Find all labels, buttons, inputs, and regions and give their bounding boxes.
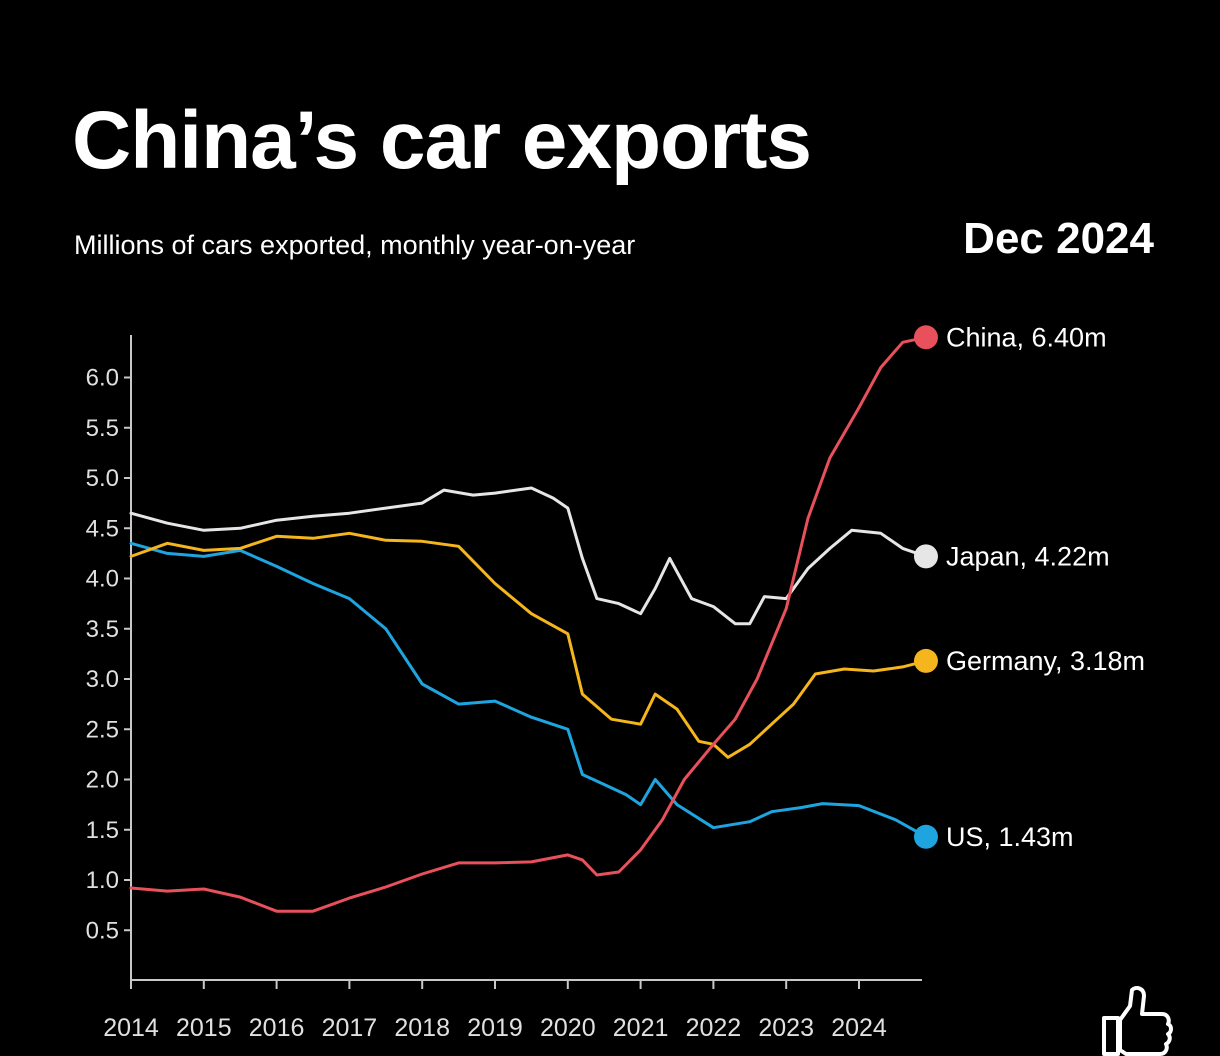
- y-tick-label: 2.0: [86, 767, 119, 794]
- series-line-china: [129, 335, 928, 913]
- series-lines: [129, 335, 928, 913]
- x-tick-label: 2019: [467, 1014, 523, 1042]
- chart-subtitle: Millions of cars exported, monthly year-…: [74, 230, 636, 260]
- series-line-germany: [129, 531, 928, 759]
- end-label-japan: Japan, 4.22m: [946, 541, 1110, 571]
- series-line-us: [129, 541, 928, 839]
- axes: 0.5 1.0 1.5 2.0 2.5 3.0 3.5 4.0 4.5 5.0 5.5 6.0 2014…: [86, 335, 922, 1042]
- y-tick-label: 3.5: [86, 616, 119, 643]
- x-tick-label: 2016: [249, 1014, 305, 1042]
- y-tick-label: 1.5: [86, 817, 119, 844]
- end-label-us: US, 1.43m: [946, 822, 1074, 852]
- y-tick-label: 0.5: [86, 917, 119, 944]
- y-tick-label: 2.5: [86, 716, 119, 743]
- y-tick-label: 5.5: [86, 415, 119, 442]
- end-marker-germany: [913, 648, 938, 673]
- y-tick-label: 4.5: [86, 515, 119, 542]
- x-tick-label: 2020: [540, 1014, 596, 1042]
- x-tick-label: 2021: [613, 1014, 669, 1042]
- x-tick-label: 2024: [831, 1014, 887, 1042]
- series-line-japan: [129, 486, 928, 626]
- y-tick-label: 5.0: [86, 465, 119, 492]
- end-marker-china: [913, 325, 938, 350]
- y-tick-label: 4.0: [86, 566, 119, 593]
- y-tick-label: 6.0: [86, 365, 119, 392]
- x-tick-label: 2017: [322, 1014, 378, 1042]
- end-markers: US, 1.43m Germany, 3.18m Japan, 4.22m China…: [913, 322, 1145, 852]
- date-label: Dec 2024: [963, 214, 1154, 263]
- end-label-china: China, 6.40m: [946, 322, 1107, 352]
- x-tick-label: 2018: [394, 1014, 450, 1042]
- y-tick-label: 1.0: [86, 867, 119, 894]
- chart-title: China’s car exports: [72, 95, 812, 186]
- y-tick-label: 3.0: [86, 666, 119, 693]
- x-tick-label: 2022: [686, 1014, 742, 1042]
- thumbs-up-icon[interactable]: [1096, 984, 1176, 1056]
- x-tick-label: 2023: [758, 1014, 814, 1042]
- end-marker-us: [913, 824, 938, 849]
- x-tick-label: 2014: [103, 1014, 159, 1042]
- x-tick-label: 2015: [176, 1014, 232, 1042]
- end-marker-japan: [913, 544, 938, 569]
- end-label-germany: Germany, 3.18m: [946, 646, 1145, 676]
